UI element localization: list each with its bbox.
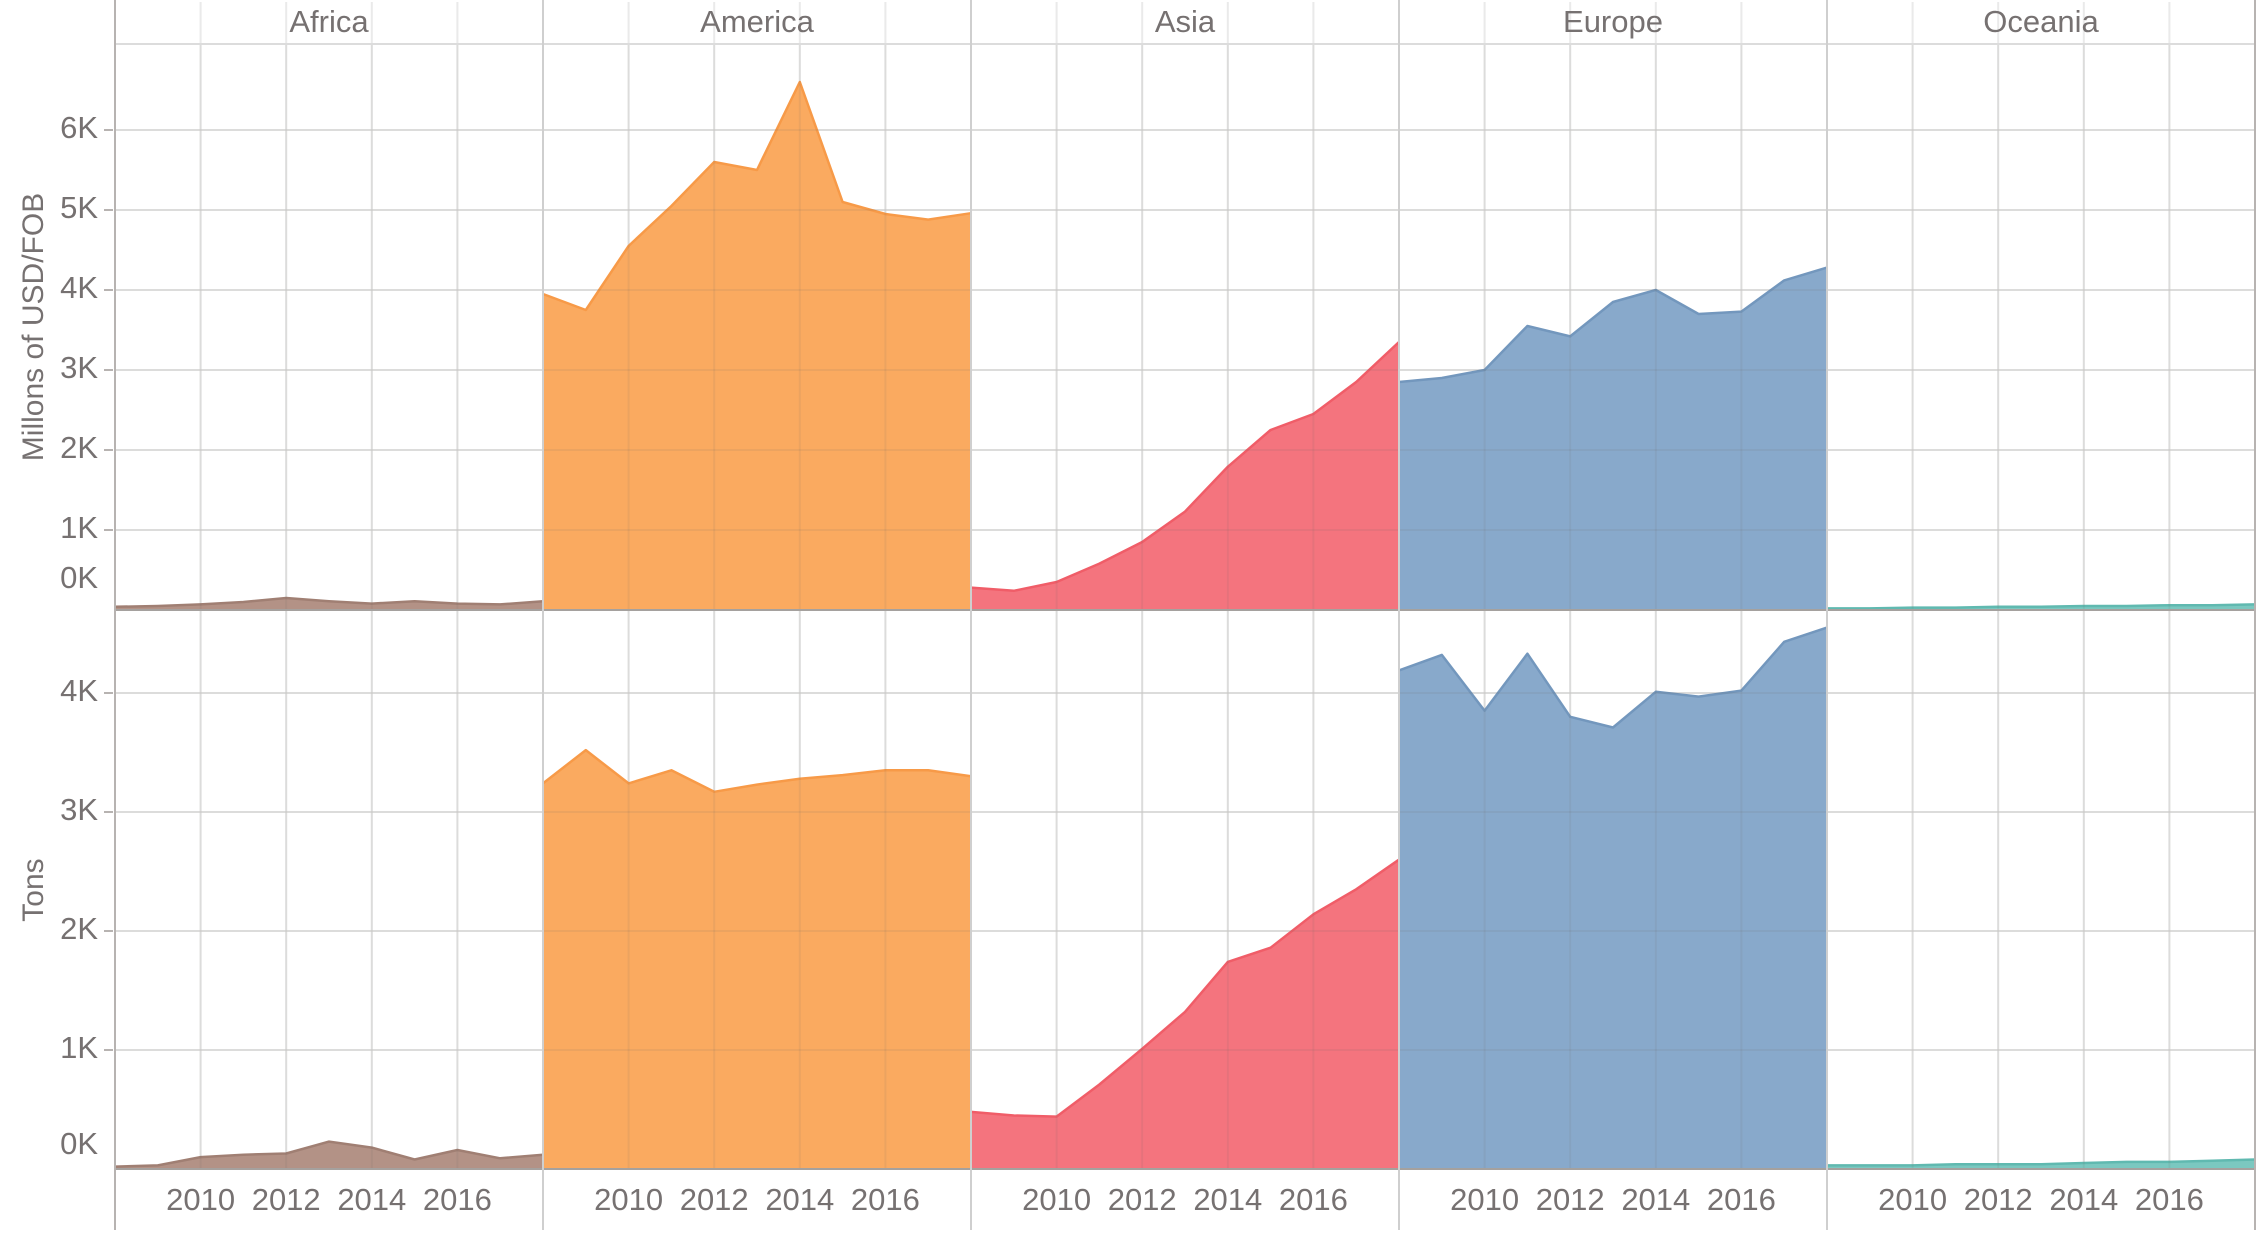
y-tick-label-row0-1K: 1K (60, 510, 98, 545)
x-tick-label-africa-2014: 2014 (337, 1182, 406, 1217)
area-edge-asia-tons (970, 858, 1400, 1118)
area-america-usd[interactable] (543, 82, 971, 610)
x-tick-label-america-2012: 2012 (680, 1182, 749, 1217)
y-tick-label-row0-5K: 5K (60, 190, 98, 225)
x-tick-label-europe-2012: 2012 (1536, 1182, 1605, 1217)
y-tick-label-row1-4K: 4K (60, 673, 98, 708)
y-tick-label-row0-2K: 2K (60, 430, 98, 465)
y-tick-label-row0-3K: 3K (60, 350, 98, 385)
facet-header-europe: Europe (1563, 4, 1663, 39)
x-tick-label-oceania-2012: 2012 (1964, 1182, 2033, 1217)
area-edge-oceania-tons (1827, 1158, 2256, 1167)
area-africa-usd[interactable] (115, 598, 543, 610)
x-tick-label-asia-2012: 2012 (1108, 1182, 1177, 1217)
y-tick-label-row0-4K: 4K (60, 270, 98, 305)
x-tick-label-europe-2010: 2010 (1450, 1182, 1519, 1217)
axis-title-usd: Millons of USD/FOB (17, 193, 50, 461)
x-tick-label-oceania-2014: 2014 (2049, 1182, 2118, 1217)
axis-title-tons: Tons (17, 858, 50, 921)
facet-header-oceania: Oceania (1983, 4, 2099, 39)
x-tick-label-europe-2016: 2016 (1707, 1182, 1776, 1217)
area-edge-europe-usd (1398, 266, 1828, 384)
area-edge-oceania-usd (1827, 603, 2256, 610)
x-tick-label-europe-2014: 2014 (1621, 1182, 1690, 1217)
x-tick-label-africa-2016: 2016 (423, 1182, 492, 1217)
area-edge-africa-usd (114, 596, 544, 609)
y-tick-label-row0-6K: 6K (60, 110, 98, 145)
x-tick-label-africa-2010: 2010 (166, 1182, 235, 1217)
area-edge-africa-tons (114, 1140, 544, 1168)
area-europe-tons[interactable] (1399, 627, 1827, 1169)
x-tick-label-oceania-2016: 2016 (2135, 1182, 2204, 1217)
area-edge-europe-tons (1398, 626, 1828, 729)
x-tick-label-asia-2016: 2016 (1279, 1182, 1348, 1217)
x-tick-label-america-2010: 2010 (594, 1182, 663, 1217)
area-edge-america-tons (542, 748, 972, 794)
area-asia-usd[interactable] (971, 342, 1399, 610)
x-tick-label-oceania-2010: 2010 (1878, 1182, 1947, 1217)
y-tick-label-row0-0K: 0K (60, 560, 98, 595)
x-tick-label-america-2016: 2016 (851, 1182, 920, 1217)
x-tick-label-asia-2014: 2014 (1193, 1182, 1262, 1217)
area-edge-america-usd (542, 80, 972, 312)
y-tick-label-row1-0K: 0K (60, 1126, 98, 1161)
y-tick-label-row1-3K: 3K (60, 792, 98, 827)
facet-header-asia: Asia (1155, 4, 1216, 39)
x-tick-label-asia-2010: 2010 (1022, 1182, 1091, 1217)
area-edge-asia-usd (970, 341, 1400, 593)
area-asia-tons[interactable] (971, 859, 1399, 1169)
facet-header-america: America (700, 4, 814, 39)
area-america-tons[interactable] (543, 750, 971, 1169)
y-tick-label-row1-1K: 1K (60, 1030, 98, 1065)
x-tick-label-america-2014: 2014 (765, 1182, 834, 1217)
area-africa-tons[interactable] (115, 1141, 543, 1169)
y-tick-label-row1-2K: 2K (60, 911, 98, 946)
area-europe-usd[interactable] (1399, 267, 1827, 610)
facet-header-africa: Africa (289, 4, 369, 39)
x-tick-label-africa-2012: 2012 (252, 1182, 321, 1217)
